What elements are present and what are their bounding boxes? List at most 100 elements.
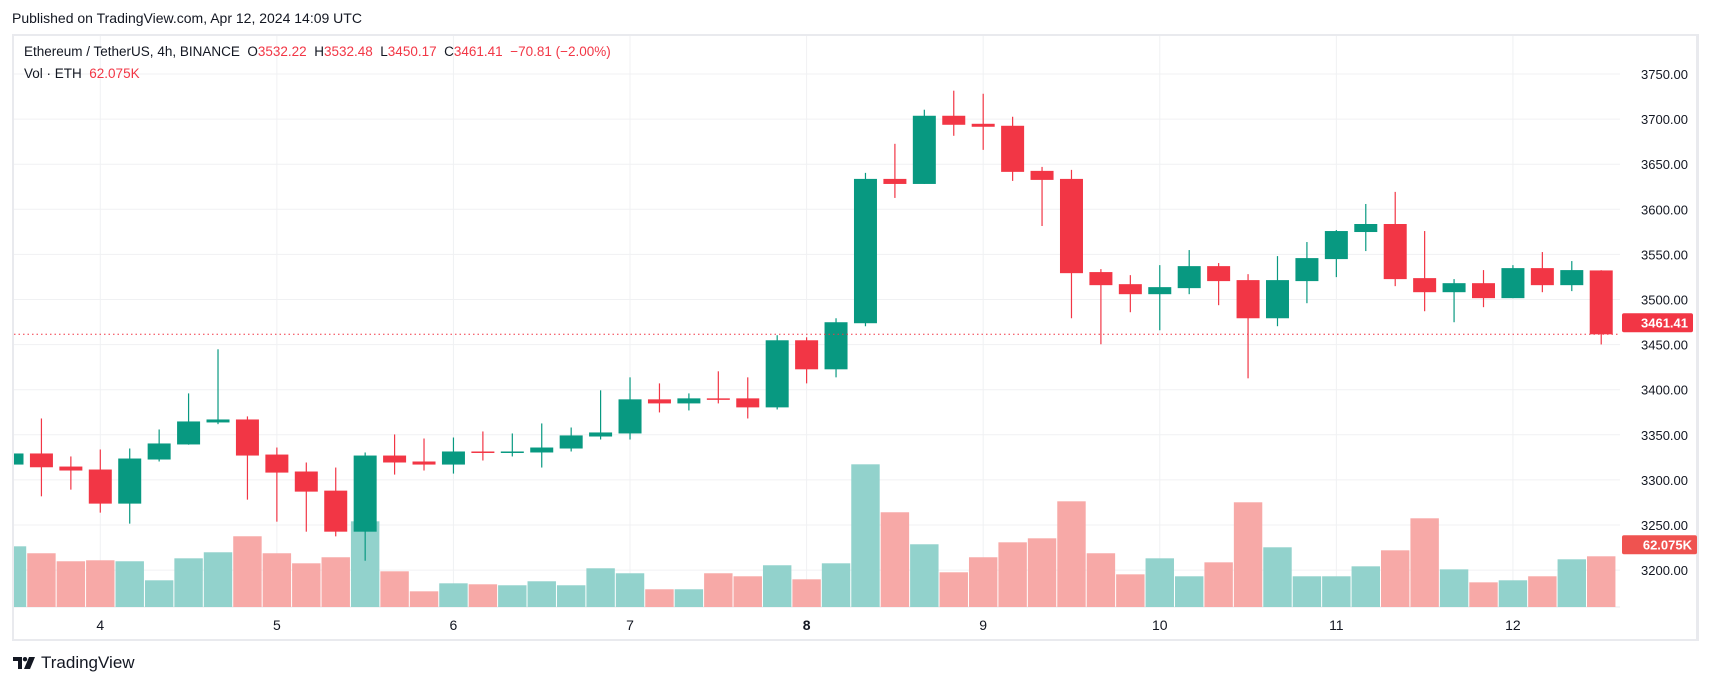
volume-bar bbox=[380, 571, 409, 607]
volume-bar bbox=[14, 546, 27, 607]
volume-bar bbox=[1086, 553, 1116, 607]
price-labels: 3461.41 62.075K bbox=[14, 313, 1697, 555]
candle bbox=[1560, 261, 1584, 292]
candle bbox=[324, 467, 348, 537]
candles bbox=[14, 90, 1613, 561]
volume-title[interactable]: Vol · ETH bbox=[24, 66, 82, 81]
volume-bar bbox=[762, 565, 792, 607]
volume-bar bbox=[468, 584, 498, 607]
symbol-title[interactable]: Ethereum / TetherUS, 4h, BINANCE bbox=[24, 44, 240, 59]
candle bbox=[647, 383, 671, 413]
volume-bar bbox=[880, 512, 910, 607]
last-price-label: 3461.41 bbox=[1641, 315, 1688, 330]
candle bbox=[1089, 269, 1113, 345]
y-tick-label: 3700.00 bbox=[1641, 112, 1688, 127]
logo-text: TradingView bbox=[41, 653, 135, 672]
candle-body bbox=[118, 458, 142, 504]
y-tick-label: 3750.00 bbox=[1641, 67, 1688, 82]
candle-body bbox=[59, 466, 83, 471]
candle bbox=[88, 449, 112, 513]
tradingview-logo[interactable]: TradingView bbox=[13, 653, 135, 673]
volume-bar bbox=[27, 553, 56, 607]
candle bbox=[1148, 265, 1172, 331]
candle bbox=[1442, 279, 1466, 323]
high-label: H bbox=[314, 44, 324, 59]
candle bbox=[1118, 275, 1142, 313]
candle bbox=[1177, 250, 1201, 295]
volume-bar bbox=[86, 560, 115, 607]
candle bbox=[1383, 191, 1407, 287]
time-axis[interactable]: 4 5 6 7 8 9 10 11 12 bbox=[96, 617, 1521, 633]
volume-bar bbox=[144, 580, 174, 607]
volume-bar bbox=[1145, 558, 1174, 607]
grid bbox=[14, 36, 1620, 608]
candle bbox=[1001, 116, 1025, 181]
y-tick-label: 3450.00 bbox=[1641, 338, 1688, 353]
candle-body bbox=[1207, 266, 1231, 282]
x-tick-label: 10 bbox=[1152, 617, 1168, 633]
candle-body bbox=[294, 471, 318, 492]
x-tick-label: 9 bbox=[979, 617, 987, 633]
y-tick-label: 3400.00 bbox=[1641, 383, 1688, 398]
candle-body bbox=[1442, 283, 1466, 293]
volume-bar bbox=[1292, 576, 1322, 607]
candle bbox=[1236, 274, 1260, 379]
candle bbox=[677, 393, 701, 411]
candle-body bbox=[1560, 270, 1584, 286]
price-axis[interactable]: 3750.00 3700.00 3650.00 3600.00 3550.00 3500.… bbox=[1641, 67, 1688, 578]
tradingview-logo-icon bbox=[13, 657, 35, 669]
candle-body bbox=[29, 453, 53, 468]
candle-body bbox=[500, 451, 524, 453]
volume-bar bbox=[586, 568, 615, 607]
candle bbox=[118, 448, 142, 524]
volume-bar bbox=[1498, 580, 1528, 607]
candle bbox=[412, 438, 436, 471]
candle bbox=[471, 431, 495, 461]
candle bbox=[1589, 270, 1613, 345]
volume-bar bbox=[998, 542, 1027, 607]
volume-bar bbox=[1263, 547, 1292, 607]
volume-bar bbox=[439, 583, 468, 607]
candle bbox=[1472, 270, 1495, 308]
candle bbox=[1059, 169, 1083, 319]
candle-body bbox=[441, 451, 465, 465]
candle bbox=[1207, 263, 1231, 306]
candle-body bbox=[412, 461, 436, 465]
candle-body bbox=[647, 399, 671, 404]
candle bbox=[29, 418, 53, 497]
candle bbox=[1354, 203, 1378, 252]
volume-bar bbox=[1116, 574, 1145, 607]
candle-body bbox=[1354, 224, 1378, 233]
volume-bar bbox=[1380, 550, 1410, 607]
candle bbox=[1324, 230, 1348, 278]
volume-bar bbox=[821, 563, 851, 607]
candle-body bbox=[1383, 224, 1407, 280]
x-tick-label: 5 bbox=[273, 617, 281, 633]
low-value: 3450.17 bbox=[387, 44, 437, 59]
candle bbox=[441, 437, 465, 474]
candle bbox=[795, 337, 819, 384]
candle bbox=[1030, 166, 1054, 226]
volume-bar bbox=[910, 544, 939, 607]
candle bbox=[853, 172, 877, 327]
volume-bar bbox=[174, 558, 203, 607]
volume-bar bbox=[1469, 582, 1498, 607]
candle bbox=[1530, 252, 1554, 293]
candle-body bbox=[677, 398, 701, 404]
candle bbox=[235, 416, 259, 500]
volume-bar bbox=[1528, 576, 1557, 607]
y-tick-label: 3300.00 bbox=[1641, 473, 1688, 488]
last-volume-badge bbox=[1622, 535, 1697, 555]
candle bbox=[824, 318, 848, 378]
candle bbox=[1295, 242, 1319, 304]
volume-bar bbox=[321, 557, 350, 607]
candle bbox=[14, 453, 24, 465]
candle-body bbox=[795, 340, 819, 370]
symbol-legend: Ethereum / TetherUS, 4h, BINANCE O3532.2… bbox=[24, 44, 611, 59]
candle-body bbox=[1295, 258, 1319, 282]
candle bbox=[206, 349, 230, 425]
candle-body bbox=[618, 399, 642, 434]
open-value: 3532.22 bbox=[257, 44, 307, 59]
x-tick-label: 7 bbox=[626, 617, 634, 633]
